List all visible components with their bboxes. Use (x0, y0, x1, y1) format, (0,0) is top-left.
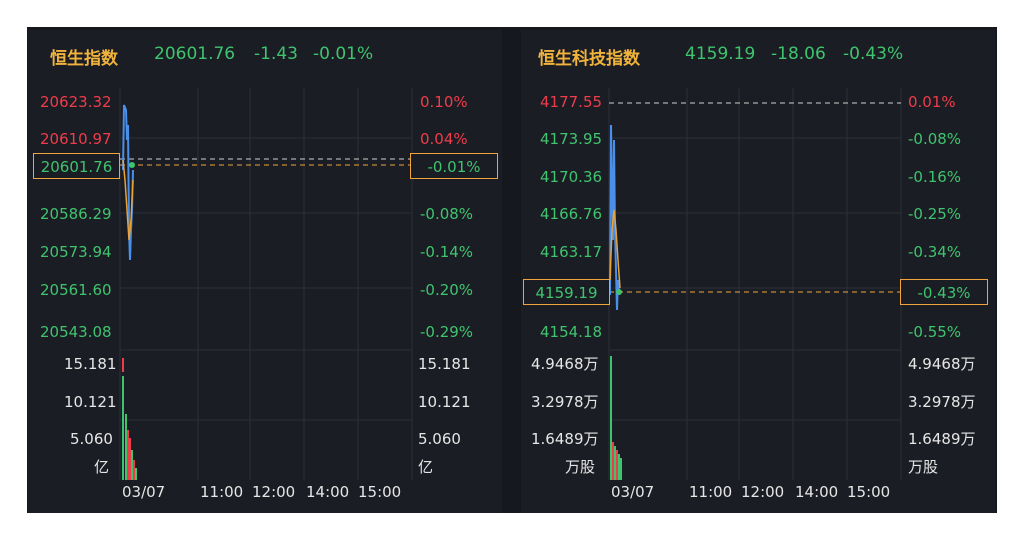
hsi-vol-label-2: 5.060 (70, 430, 113, 448)
hstech-vol-unit-right: 万股 (908, 458, 939, 476)
hstech-pct-label-2: -0.16% (908, 168, 962, 186)
hsi-pct-label-3: -0.08% (420, 205, 474, 223)
hsi-current-price-box: 20601.76 (33, 153, 120, 179)
hstech-change: -18.06 (771, 44, 826, 64)
hstech-price-label-4: 4163.17 (540, 243, 603, 261)
hstech-price-label-0: 4177.55 (540, 93, 603, 111)
hstech-current-pct-box: -0.43% (900, 279, 988, 305)
hsi-pct-label-0: 0.10% (420, 93, 468, 111)
avg-line (122, 159, 134, 241)
hsi-pct-label-5: -0.20% (420, 281, 474, 299)
hstech-pct-label-4: -0.34% (908, 243, 962, 261)
hstech-time-2: 12:00 (741, 483, 785, 501)
hstech-pct-label-1: -0.08% (908, 130, 962, 148)
hsi-time-1: 11:00 (200, 483, 244, 501)
hstech-pct-label-3: -0.25% (908, 205, 962, 223)
hsi-vol-label-0: 15.181 (64, 355, 117, 373)
hsi-time-2: 12:00 (252, 483, 296, 501)
hsi-price-label-1: 20610.97 (40, 130, 112, 148)
hstech-pct-label-6: -0.55% (908, 323, 962, 341)
hsi-pct-label-1: 0.04% (420, 130, 468, 148)
hstech-vol-label-1: 3.2978万 (531, 393, 599, 411)
hsi-pct-label-6: -0.29% (420, 323, 474, 341)
hstech-panel[interactable]: 恒生科技指数 4159.19 -18.06 -0.43% 4177.55 417… (521, 30, 995, 513)
hstech-time-4: 15:00 (847, 483, 891, 501)
price-line (609, 124, 620, 311)
hsi-price-label-0: 20623.32 (40, 93, 112, 111)
hsi-price-label-6: 20543.08 (40, 323, 112, 341)
hstech-vol-label-right-0: 4.9468万 (908, 355, 976, 373)
avg-line (609, 209, 621, 289)
hsi-time-0: 03/07 (122, 483, 166, 501)
hstech-time-3: 14:00 (795, 483, 839, 501)
hsi-price-label-3: 20586.29 (40, 205, 112, 223)
hsi-time-4: 15:00 (358, 483, 402, 501)
hsi-last-price: 20601.76 (154, 44, 236, 64)
hstech-pct-label-0: 0.01% (908, 93, 956, 111)
hsi-change-pct: -0.01% (313, 44, 374, 64)
hstech-change-pct: -0.43% (843, 44, 904, 64)
hstech-vol-label-0: 4.9468万 (531, 355, 599, 373)
hsi-pct-label-4: -0.14% (420, 243, 474, 261)
hstech-vol-label-2: 1.6489万 (531, 430, 599, 448)
hstech-current-price-box: 4159.19 (523, 279, 610, 305)
hsi-panel[interactable]: 恒生指数 20601.76 -1.43 -0.01% 20623.32 2061… (28, 30, 502, 513)
hstech-price-label-2: 4170.36 (540, 168, 603, 186)
hsi-vol-label-right-2: 5.060 (418, 430, 461, 448)
hstech-time-1: 11:00 (689, 483, 733, 501)
hsi-price-label-4: 20573.94 (40, 243, 112, 261)
hstech-price-label-3: 4166.76 (540, 205, 603, 223)
hsi-price-label-5: 20561.60 (40, 281, 112, 299)
hstech-last-price: 4159.19 (685, 44, 756, 64)
hsi-chart-grid (119, 88, 413, 480)
hstech-price-label-6: 4154.18 (540, 323, 603, 341)
hstech-vol-label-right-2: 1.6489万 (908, 430, 976, 448)
hsi-change: -1.43 (254, 44, 298, 64)
hstech-price-label-1: 4173.95 (540, 130, 603, 148)
hstech-vol-label-right-1: 3.2978万 (908, 393, 976, 411)
hsi-current-pct-box: -0.01% (410, 153, 498, 179)
hsi-vol-unit-right: 亿 (418, 458, 434, 476)
hstech-vol-unit: 万股 (565, 458, 596, 476)
hstech-time-0: 03/07 (611, 483, 655, 501)
hsi-vol-unit: 亿 (94, 458, 110, 476)
volume-bars (122, 358, 137, 480)
volume-bars (610, 356, 622, 480)
hstech-title: 恒生科技指数 (538, 49, 640, 69)
hsi-vol-label-right-0: 15.181 (418, 355, 471, 373)
hsi-vol-label-right-1: 10.121 (418, 393, 471, 411)
hsi-vol-label-1: 10.121 (64, 393, 117, 411)
hsi-time-3: 14:00 (306, 483, 350, 501)
hsi-title: 恒生指数 (50, 49, 118, 69)
